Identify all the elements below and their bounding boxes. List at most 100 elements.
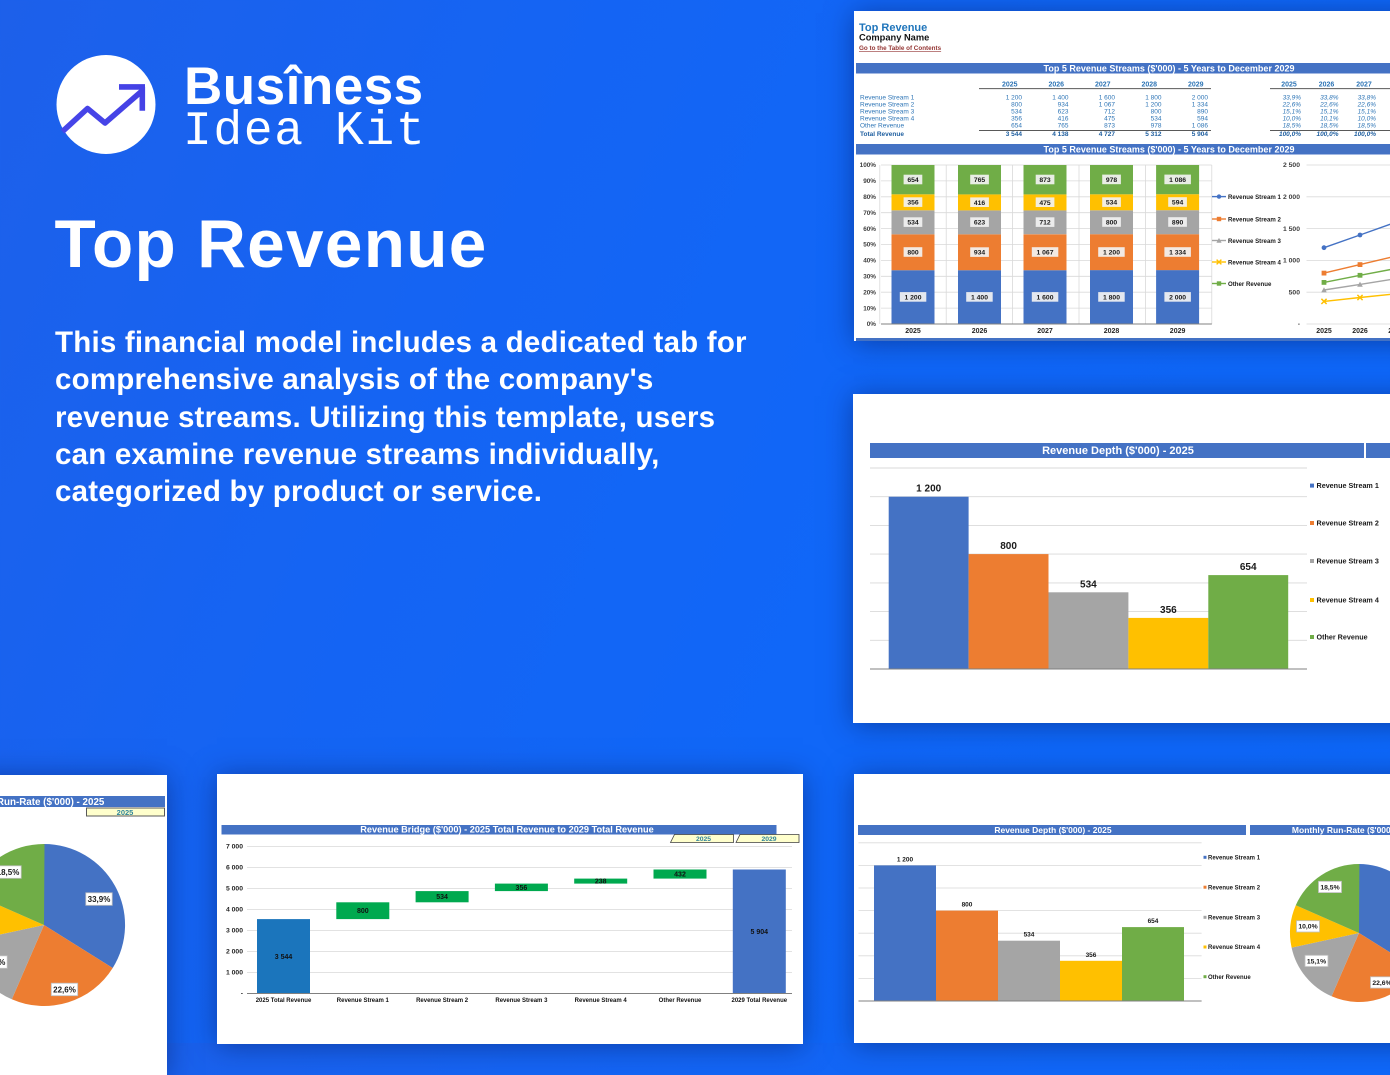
svg-text:15,1%: 15,1% (1320, 108, 1339, 115)
svg-text:534: 534 (907, 220, 919, 227)
svg-text:800: 800 (962, 902, 973, 909)
svg-text:Idea Kit: Idea Kit (183, 105, 426, 159)
svg-text:Top 5 Revenue Streams ($'000): Top 5 Revenue Streams ($'000) - 5 Years … (1044, 144, 1295, 154)
svg-text:Revenue Stream 1: Revenue Stream 1 (1228, 194, 1281, 201)
svg-text:800: 800 (356, 908, 368, 915)
svg-text:654: 654 (1148, 918, 1159, 925)
svg-text:33,8%: 33,8% (1358, 94, 1377, 101)
svg-text:100,0%: 100,0% (1279, 131, 1301, 138)
svg-text:712: 712 (1039, 220, 1051, 227)
svg-text:2025 Total Revenue: 2025 Total Revenue (255, 998, 311, 1004)
svg-text:7 000: 7 000 (225, 843, 242, 850)
svg-text:Revenue Stream 1: Revenue Stream 1 (336, 998, 389, 1004)
svg-text:2 500: 2 500 (1283, 162, 1300, 169)
svg-text:Revenue Stream 3: Revenue Stream 3 (860, 108, 915, 115)
svg-text:18,5%: 18,5% (1320, 884, 1339, 891)
svg-text:33,9%: 33,9% (88, 895, 111, 904)
svg-text:18,5%: 18,5% (1283, 123, 1302, 130)
svg-text:534: 534 (436, 894, 448, 901)
svg-text:1 400: 1 400 (1052, 94, 1069, 101)
svg-text:Revenue Stream 2: Revenue Stream 2 (1228, 216, 1281, 223)
svg-text:356: 356 (1011, 115, 1022, 122)
svg-text:1 400: 1 400 (971, 295, 988, 302)
svg-text:Other Revenue: Other Revenue (658, 998, 701, 1004)
svg-text:Revenue Stream 2: Revenue Stream 2 (1208, 885, 1261, 891)
svg-text:10,0%: 10,0% (1283, 115, 1302, 122)
svg-text:50%: 50% (863, 242, 876, 249)
svg-text:712: 712 (1104, 108, 1115, 115)
svg-text:15,1%: 15,1% (1307, 958, 1326, 965)
svg-text:Revenue Stream 1: Revenue Stream 1 (1208, 856, 1261, 862)
svg-text:Revenue Stream 3: Revenue Stream 3 (1208, 916, 1261, 922)
svg-text:33,8%: 33,8% (1320, 94, 1339, 101)
svg-text:890: 890 (1197, 108, 1208, 115)
svg-text:978: 978 (1106, 177, 1118, 184)
svg-text:1 086: 1 086 (1192, 123, 1209, 130)
svg-text:1 000: 1 000 (1283, 258, 1300, 265)
svg-text:475: 475 (1104, 115, 1115, 122)
svg-text:30%: 30% (863, 274, 876, 281)
svg-text:5 904: 5 904 (1192, 131, 1209, 138)
svg-text:Other Revenue: Other Revenue (860, 123, 904, 130)
svg-text:Go to the Table of Contents: Go to the Table of Contents (859, 45, 942, 52)
svg-text:10,0%: 10,0% (1358, 115, 1377, 122)
svg-text:534: 534 (1024, 932, 1035, 939)
svg-text:15,1%: 15,1% (1358, 108, 1377, 115)
svg-text:2027: 2027 (1356, 82, 1372, 89)
svg-text:800: 800 (1151, 108, 1162, 115)
svg-text:623: 623 (1058, 108, 1069, 115)
svg-text:1 200: 1 200 (916, 484, 941, 495)
svg-text:978: 978 (1151, 123, 1162, 130)
svg-text:1 600: 1 600 (1099, 94, 1116, 101)
svg-text:594: 594 (1172, 200, 1184, 207)
svg-text:Revenue Stream 4: Revenue Stream 4 (574, 998, 627, 1004)
svg-text:Revenue Stream 2: Revenue Stream 2 (416, 998, 469, 1004)
svg-text:Revenue Stream 3: Revenue Stream 3 (495, 998, 548, 1004)
svg-text:534: 534 (1080, 579, 1097, 590)
svg-text:10,0%: 10,0% (1298, 924, 1317, 931)
svg-text:Revenue Stream 3: Revenue Stream 3 (1228, 238, 1281, 245)
svg-text:2025: 2025 (1316, 328, 1332, 335)
svg-text:2025: 2025 (695, 836, 710, 843)
svg-text:2029: 2029 (1170, 328, 1186, 335)
svg-text:2028: 2028 (1104, 328, 1120, 335)
svg-text:654: 654 (1240, 562, 1257, 573)
svg-text:Monthly Run-Rate ($'000) - 202: Monthly Run-Rate ($'000) - 2025 (0, 797, 105, 808)
svg-text:1 200: 1 200 (904, 295, 921, 302)
svg-text:2027: 2027 (1095, 82, 1111, 89)
svg-text:4 727: 4 727 (1099, 131, 1116, 138)
svg-text:60%: 60% (863, 226, 876, 233)
svg-text:2026: 2026 (1048, 82, 1064, 89)
svg-text:15,1%: 15,1% (1283, 108, 1302, 115)
svg-text:765: 765 (974, 177, 986, 184)
svg-text:Revenue Depth ($'000) - 2025: Revenue Depth ($'000) - 2025 (994, 825, 1112, 835)
svg-text:873: 873 (1039, 177, 1051, 184)
svg-text:534: 534 (1106, 200, 1118, 207)
svg-text:100%: 100% (860, 162, 877, 169)
svg-text:800: 800 (1000, 541, 1017, 552)
svg-text:356: 356 (1086, 952, 1097, 959)
svg-text:2025: 2025 (905, 328, 921, 335)
svg-text:2025: 2025 (1002, 82, 1018, 89)
svg-text:1 000: 1 000 (225, 969, 242, 976)
svg-text:2029: 2029 (1188, 82, 1204, 89)
svg-text:100,0%: 100,0% (1354, 131, 1376, 138)
svg-text:2027: 2027 (1037, 328, 1053, 335)
svg-text:4 000: 4 000 (225, 906, 242, 913)
svg-text:2028: 2028 (1141, 82, 1157, 89)
svg-text:1 086: 1 086 (1169, 177, 1186, 184)
svg-text:2026: 2026 (1319, 82, 1335, 89)
svg-text:623: 623 (974, 220, 986, 227)
svg-text:356: 356 (907, 200, 919, 207)
svg-text:10%: 10% (863, 305, 876, 312)
svg-text:Total Revenue: Total Revenue (860, 131, 904, 138)
svg-text:20%: 20% (863, 289, 876, 296)
svg-text:1 200: 1 200 (1103, 250, 1120, 257)
svg-text:3 000: 3 000 (225, 927, 242, 934)
svg-text:2026: 2026 (972, 328, 988, 335)
svg-text:534: 534 (1151, 115, 1162, 122)
svg-text:534: 534 (1011, 108, 1022, 115)
svg-text:100,0%: 100,0% (1316, 131, 1338, 138)
svg-text:40%: 40% (863, 258, 876, 265)
svg-text:238: 238 (594, 878, 606, 885)
